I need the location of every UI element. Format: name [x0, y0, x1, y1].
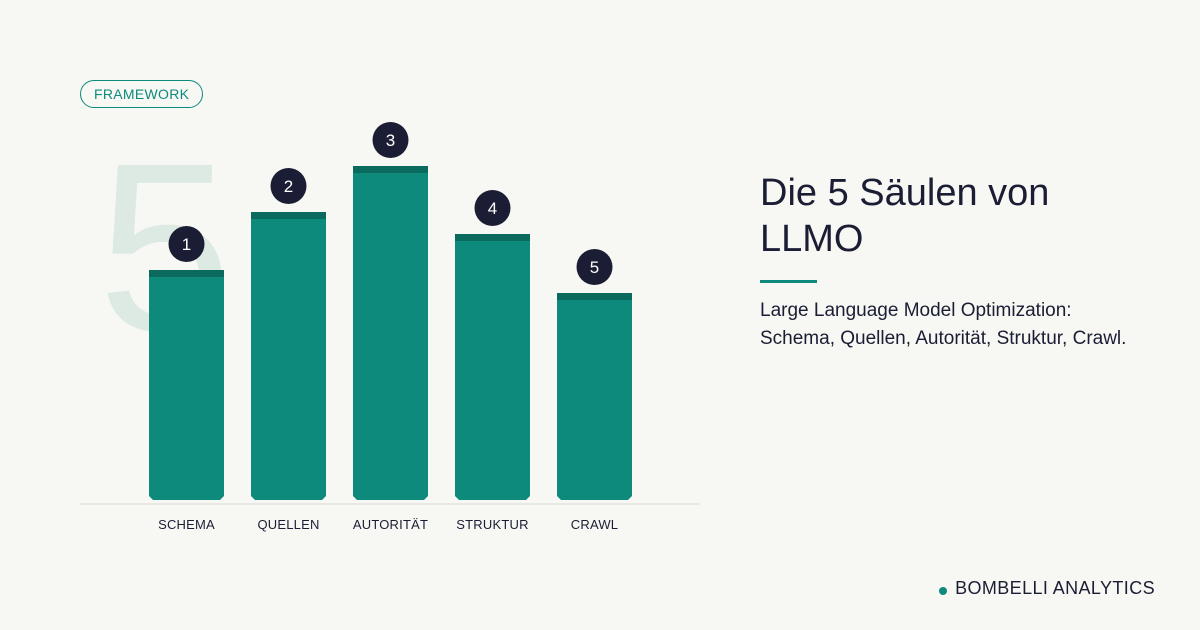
framework-tag: FRAMEWORK [80, 80, 204, 108]
category-labels: SCHEMA QUELLEN AUTORITÄT STRUKTUR CRAWL [158, 517, 618, 532]
category-label: CRAWL [571, 517, 618, 532]
step-badge [270, 168, 307, 204]
pillar-bar-chart: 5 1 2 3 4 5 SCHEMA QUELLEN AUTORITÄT STRUKTUR CR… [80, 113, 700, 532]
bar [557, 293, 632, 500]
page-title: Die 5 Säulen von LLMO [760, 172, 1050, 260]
step-badge [168, 226, 205, 262]
category-label: AUTORITÄT [353, 517, 428, 532]
step-badge [474, 190, 511, 226]
step-badge-number: 1 [182, 235, 191, 254]
bars-group: 1 2 3 4 5 [149, 122, 632, 500]
bar-cap [149, 270, 224, 277]
step-badge-number: 5 [590, 258, 599, 277]
category-label: QUELLEN [257, 517, 319, 532]
step-badge [576, 249, 613, 285]
accent-divider [760, 280, 817, 283]
step-badge-number: 3 [386, 131, 395, 150]
category-label: SCHEMA [158, 517, 215, 532]
brand-dot-icon [939, 587, 948, 595]
bar [251, 212, 326, 500]
bar-cap [455, 234, 530, 241]
bar-cap [353, 166, 428, 173]
step-badge [372, 122, 409, 158]
page-subtitle: Large Language Model Optimization: Schem… [760, 300, 1127, 349]
bar [149, 270, 224, 500]
brand-label: BOMBELLI ANALYTICS [955, 578, 1155, 598]
bar [455, 234, 530, 500]
brand-mark: BOMBELLI ANALYTICS [939, 578, 1155, 599]
step-badge-number: 2 [284, 177, 293, 196]
bar [353, 166, 428, 500]
category-label: STRUKTUR [456, 517, 528, 532]
bar-cap [557, 293, 632, 300]
step-badge-number: 4 [488, 199, 497, 218]
bar-cap [251, 212, 326, 219]
